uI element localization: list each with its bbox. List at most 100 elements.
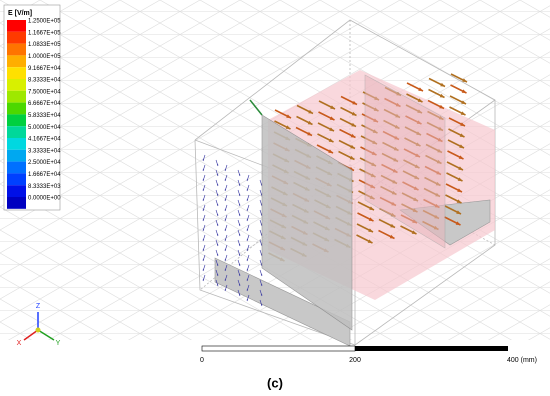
arrow-head <box>260 284 263 286</box>
arrow-head <box>461 100 466 104</box>
legend-swatch <box>7 43 26 56</box>
arrow-head <box>351 111 357 116</box>
arrow-head <box>246 269 249 271</box>
arrow-head <box>460 111 466 115</box>
plate <box>364 74 446 249</box>
arrow-head <box>224 239 227 241</box>
arrow-head <box>246 279 249 281</box>
arrow-head <box>224 249 227 251</box>
arrow-head <box>224 169 227 171</box>
arrow-head <box>216 254 219 256</box>
port-arrow <box>249 99 263 116</box>
arrow-head <box>238 174 241 176</box>
legend-swatch <box>7 20 26 32</box>
legend-swatch <box>7 114 26 127</box>
arrow-head <box>246 299 249 301</box>
arrow-head <box>224 289 227 291</box>
arrow-head <box>328 149 333 153</box>
legend-swatch <box>7 197 26 209</box>
arrow-head <box>350 133 356 138</box>
arrow-head <box>238 204 241 206</box>
arrow-head <box>329 127 334 131</box>
arrow-head <box>389 234 395 239</box>
legend-label: 6.6667E+04 <box>28 101 61 107</box>
triad-z: Z <box>36 303 41 310</box>
arrow-head <box>459 144 464 148</box>
arrow-head <box>224 259 227 261</box>
arrow-head <box>456 210 461 214</box>
arrow-head <box>369 206 374 210</box>
legend-swatch <box>7 149 26 162</box>
arrow-head <box>367 239 373 243</box>
arrow-head <box>460 122 465 126</box>
legend-label: 1.6667E+04 <box>28 172 61 178</box>
arrow-head <box>246 199 249 201</box>
legend-label: 7.5000E+04 <box>28 89 61 95</box>
legend-swatch <box>7 185 26 197</box>
arrow-head <box>459 133 465 137</box>
legend-label: 8.3333E+04 <box>28 78 61 84</box>
arrow-head <box>224 199 227 201</box>
legend-swatch <box>7 173 26 186</box>
arrow-head <box>202 169 205 171</box>
arrow-head <box>202 179 205 181</box>
arrow-head <box>224 229 227 231</box>
arrow-head <box>238 284 241 286</box>
arrow-head <box>352 100 357 105</box>
arrow-head <box>216 244 219 246</box>
arrow-head <box>246 179 249 181</box>
arrow-head <box>330 105 335 109</box>
arrow-head <box>202 279 205 281</box>
legend-swatch <box>7 90 26 103</box>
scale-bar <box>355 346 508 351</box>
triad-x: X <box>17 340 22 347</box>
arrow-head <box>202 239 205 241</box>
legend-label: 2.5000E+04 <box>28 160 61 166</box>
arrow-head <box>224 279 227 281</box>
legend-label: 3.3333E+04 <box>28 148 61 154</box>
arrow-head <box>329 116 335 120</box>
arrow-head <box>351 122 356 127</box>
arrow-head <box>458 166 463 170</box>
arrow-head <box>461 89 467 93</box>
legend: 1.2500E+05 1.1667E+05 1.0833E+05 1.0000E+05… <box>7 19 61 209</box>
arrow-head <box>246 249 249 251</box>
arrow-head <box>457 177 463 181</box>
legend-swatch <box>7 102 26 115</box>
arrow-head <box>456 199 462 203</box>
arrow-head <box>390 223 395 228</box>
arrow-head <box>307 120 313 125</box>
arrow-head <box>462 78 467 82</box>
legend-swatch <box>7 126 26 138</box>
arrow-head <box>216 194 219 196</box>
arrow-head <box>238 264 241 266</box>
triad-y: Y <box>56 340 61 347</box>
arrow-head <box>238 184 241 186</box>
arrow-head <box>439 93 445 98</box>
legend-swatch <box>7 31 26 44</box>
legend-swatch <box>7 55 26 68</box>
arrow-head <box>417 98 423 102</box>
arrow-head <box>260 274 263 276</box>
axis-triad <box>23 312 55 341</box>
arrow-head <box>216 214 219 216</box>
arrow-head <box>238 244 241 246</box>
arrow-head <box>224 219 227 221</box>
scale-label: 0 <box>200 357 204 364</box>
arrow-head <box>411 230 417 234</box>
arrow-head <box>238 274 241 276</box>
legend-swatch <box>7 67 26 79</box>
legend-title: E [V/m] <box>8 10 32 17</box>
arrow-head <box>216 264 219 266</box>
arrow-head <box>418 87 423 91</box>
arrow-head <box>202 159 205 161</box>
arrow-head <box>238 234 241 236</box>
scale-label: 400 (mm) <box>507 357 537 364</box>
arrow-head <box>202 269 205 271</box>
legend-swatch <box>7 79 26 91</box>
arrow-head <box>260 304 263 306</box>
arrow-head <box>202 229 205 231</box>
arrow-head <box>238 194 241 196</box>
arrow-head <box>216 234 219 236</box>
legend-swatch <box>7 161 26 174</box>
